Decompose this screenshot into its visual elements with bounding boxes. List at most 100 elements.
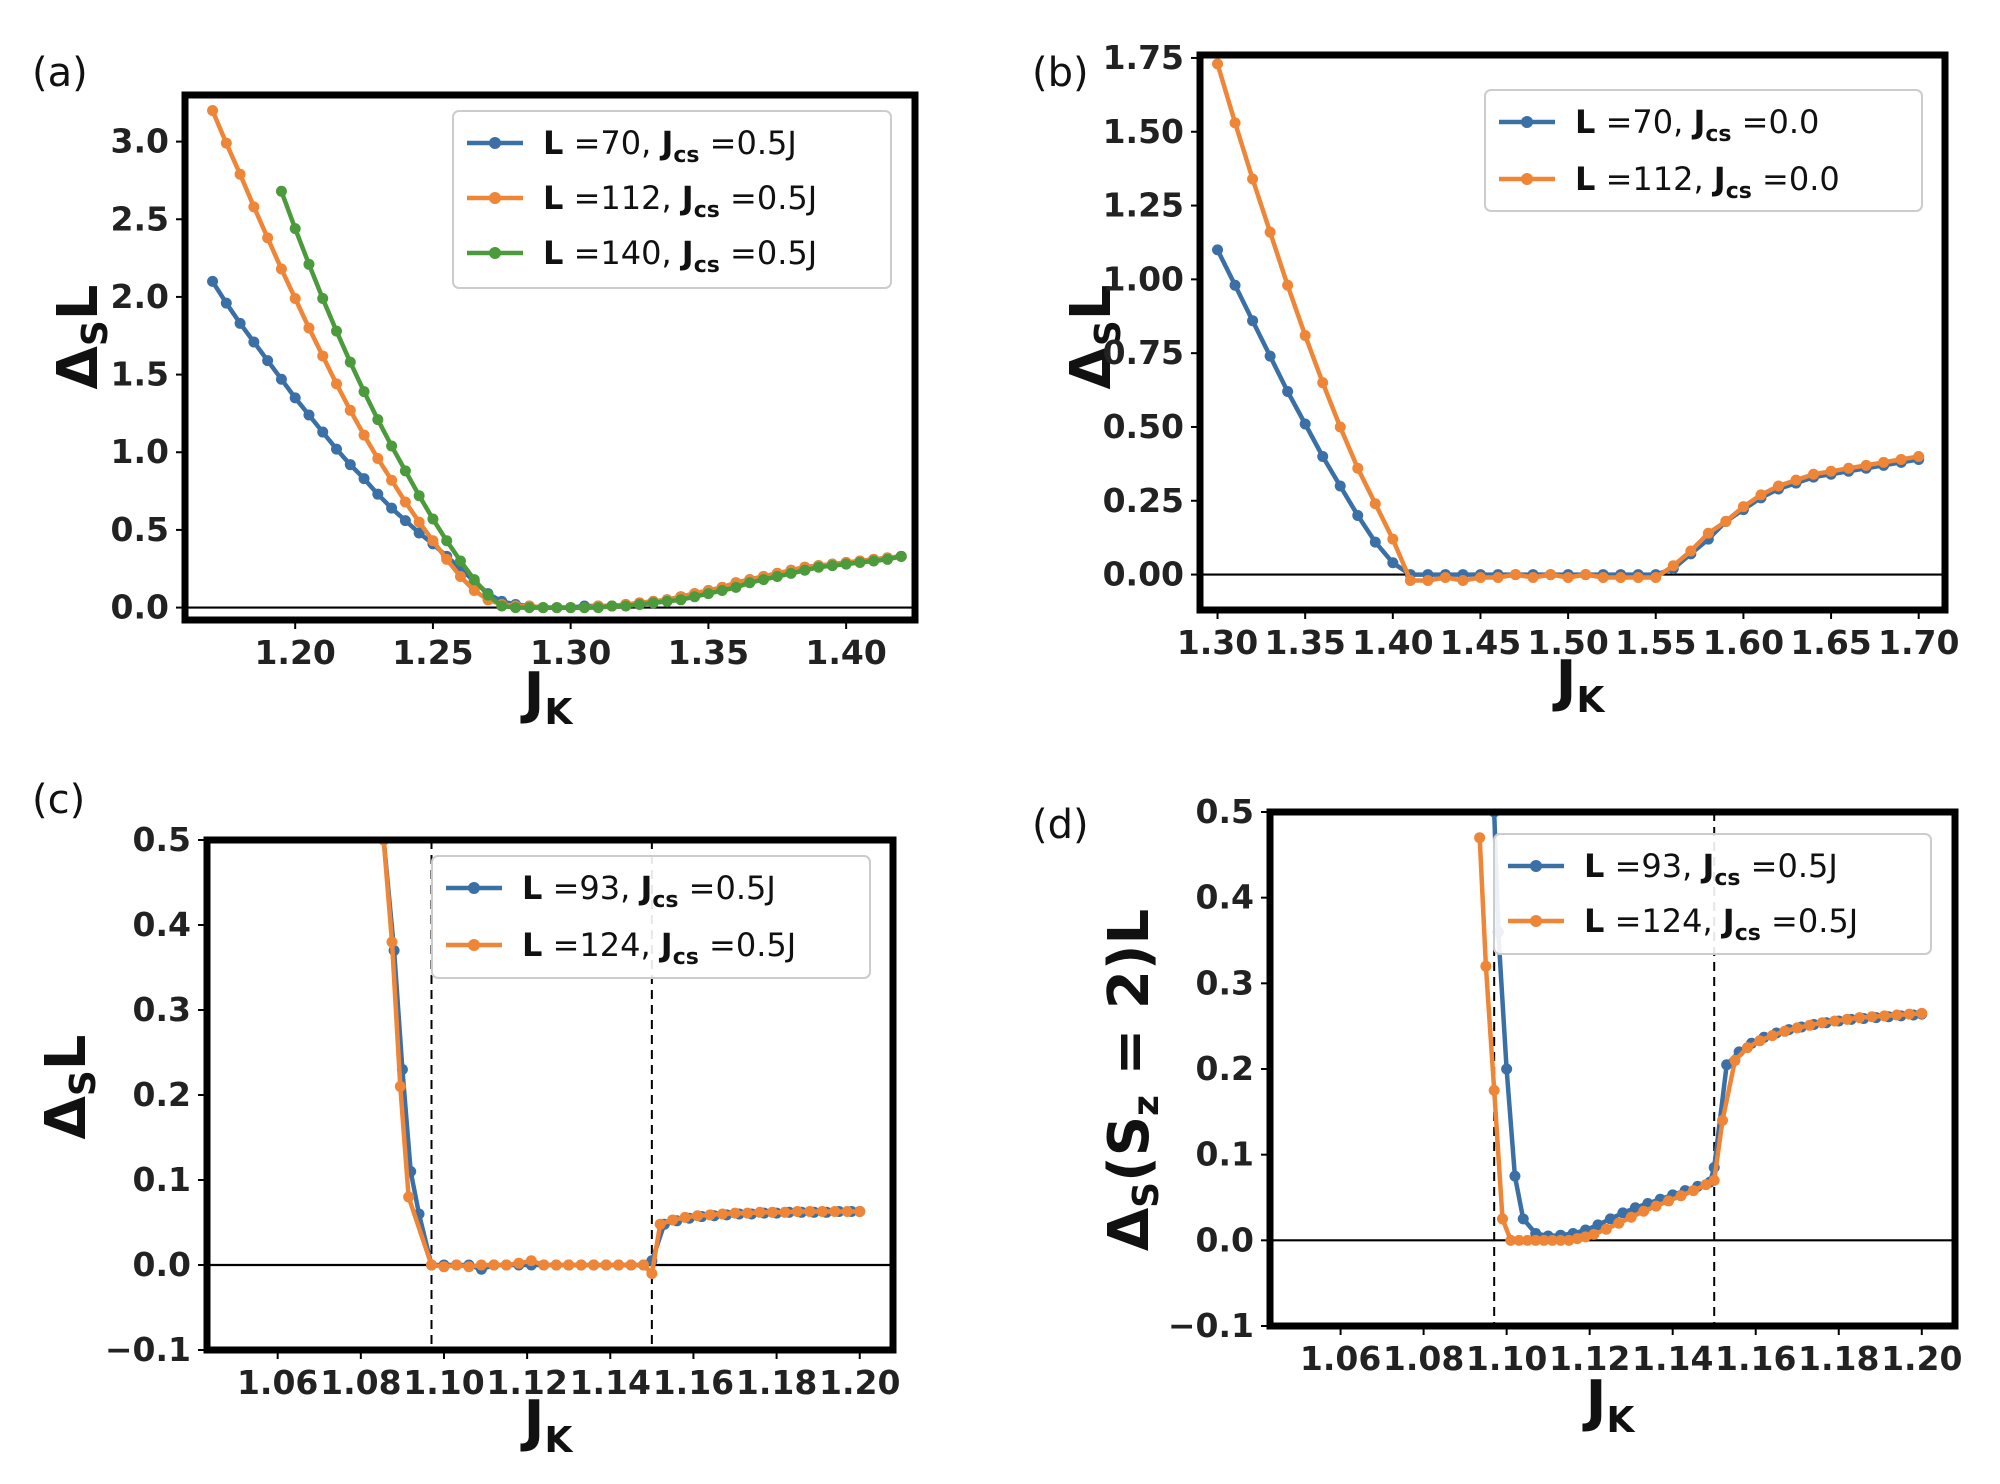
data-point — [1891, 1009, 1903, 1021]
data-point — [826, 560, 838, 572]
x-tick-label: 1.18 — [736, 1363, 817, 1402]
data-point — [1496, 1213, 1508, 1225]
data-point — [1629, 1202, 1641, 1214]
legend-box — [431, 855, 871, 979]
y-tick-label: 0.0 — [1196, 1220, 1254, 1259]
data-point — [702, 588, 714, 600]
data-point — [1737, 501, 1749, 513]
data-point — [1488, 1084, 1500, 1096]
data-point — [1843, 462, 1855, 474]
data-point — [563, 1259, 575, 1271]
data-point — [551, 602, 563, 614]
y-axis-label-a: ΔSL — [46, 285, 116, 390]
data-point — [220, 297, 232, 309]
data-point — [468, 584, 480, 596]
plot-area-b: 0.00 0.25 0.50 0.75 1.00 1.25 1.50 1.75 1.30 1.35… — [1103, 38, 1960, 662]
data-point — [248, 201, 260, 213]
data-layer-b — [1200, 58, 1945, 586]
legend-entry-70: L =70, Jcs =0.5J — [543, 124, 797, 168]
data-point — [399, 515, 411, 527]
y-tick-label: 1.50 — [1103, 112, 1184, 151]
data-point — [578, 602, 590, 614]
data-point — [1334, 421, 1346, 433]
panel-a: (a) ΔSL JK 0.00.51.01.52.02.53.01.20 1.25… — [32, 50, 919, 733]
data-point — [779, 1206, 791, 1218]
data-point — [372, 452, 384, 464]
data-point — [1650, 1200, 1662, 1212]
data-point — [816, 1205, 828, 1217]
y-tick-label: 0.5 — [133, 820, 191, 859]
y-tick-label: 0.0 — [111, 588, 169, 627]
data-point — [399, 465, 411, 477]
data-point — [634, 598, 646, 610]
data-point — [1517, 1213, 1529, 1225]
data-point — [638, 1259, 650, 1271]
data-point — [1854, 1012, 1866, 1024]
x-tick-label: 1.20 — [819, 1363, 900, 1402]
data-point — [1860, 459, 1872, 471]
data-layer-a — [185, 105, 915, 614]
y-tick-label: 0.3 — [1196, 963, 1254, 1002]
data-point — [317, 350, 329, 362]
x-tick-label: 1.12 — [486, 1363, 567, 1402]
data-point — [1571, 1233, 1583, 1245]
legend-entry-93: L =93, Jcs =0.5J — [522, 869, 776, 913]
data-point — [1829, 1015, 1841, 1027]
data-point — [1825, 465, 1837, 477]
plot-area-d: −0.10.00.10.20.30.40.51.06 1.08 1.10 1.12 1.… — [1168, 792, 1963, 1378]
data-point — [262, 355, 274, 367]
data-point — [1480, 960, 1492, 972]
data-point — [766, 1206, 778, 1218]
y-tick-label: 0.00 — [1103, 555, 1184, 594]
data-point — [1474, 572, 1486, 584]
data-point — [840, 558, 852, 570]
data-point — [275, 185, 287, 197]
data-point — [1439, 572, 1451, 584]
data-point — [689, 591, 701, 603]
data-point — [1334, 480, 1346, 492]
data-point — [1717, 1114, 1729, 1126]
data-point — [1772, 480, 1784, 492]
data-point — [606, 600, 618, 612]
data-point — [1352, 462, 1364, 474]
data-point — [207, 105, 219, 117]
x-tick-label: 1.06 — [237, 1363, 318, 1402]
data-point — [372, 414, 384, 426]
data-point — [289, 392, 301, 404]
data-point — [667, 1214, 679, 1226]
data-point — [399, 496, 411, 508]
x-tick-label: 1.08 — [320, 1363, 401, 1402]
data-point — [1387, 533, 1399, 545]
data-point — [881, 553, 893, 565]
x-tick-label: 1.35 — [1264, 623, 1345, 662]
plot-frame — [181, 91, 919, 624]
data-point — [1866, 1011, 1878, 1023]
x-tick-label: 1.30 — [530, 633, 611, 672]
series-line-124 — [381, 840, 860, 1276]
data-point — [1702, 527, 1714, 539]
data-point — [413, 490, 425, 502]
data-point — [207, 275, 219, 287]
data-point — [1617, 1207, 1629, 1219]
legend-marker — [1521, 173, 1533, 185]
data-point — [1604, 1213, 1616, 1225]
legend-entry-112: L =112, Jcs =0.5J — [543, 179, 817, 223]
data-point — [1505, 1234, 1517, 1246]
data-point — [1562, 572, 1574, 584]
data-point — [1530, 1234, 1542, 1246]
legend-entry-124: L =124, Jcs =0.5J — [522, 926, 796, 970]
data-point — [463, 1261, 475, 1273]
data-point — [1247, 315, 1259, 327]
data-point — [496, 600, 508, 612]
y-tick-label: 0.25 — [1103, 481, 1184, 520]
data-point — [468, 574, 480, 586]
data-point — [1720, 515, 1732, 527]
data-point — [1474, 832, 1486, 844]
data-point — [841, 1205, 853, 1217]
data-point — [488, 1259, 500, 1271]
data-point — [1808, 468, 1820, 480]
data-point — [804, 1205, 816, 1217]
x-tick-label: 1.20 — [1881, 1339, 1962, 1378]
data-point — [1729, 1054, 1741, 1066]
data-point — [1299, 329, 1311, 341]
